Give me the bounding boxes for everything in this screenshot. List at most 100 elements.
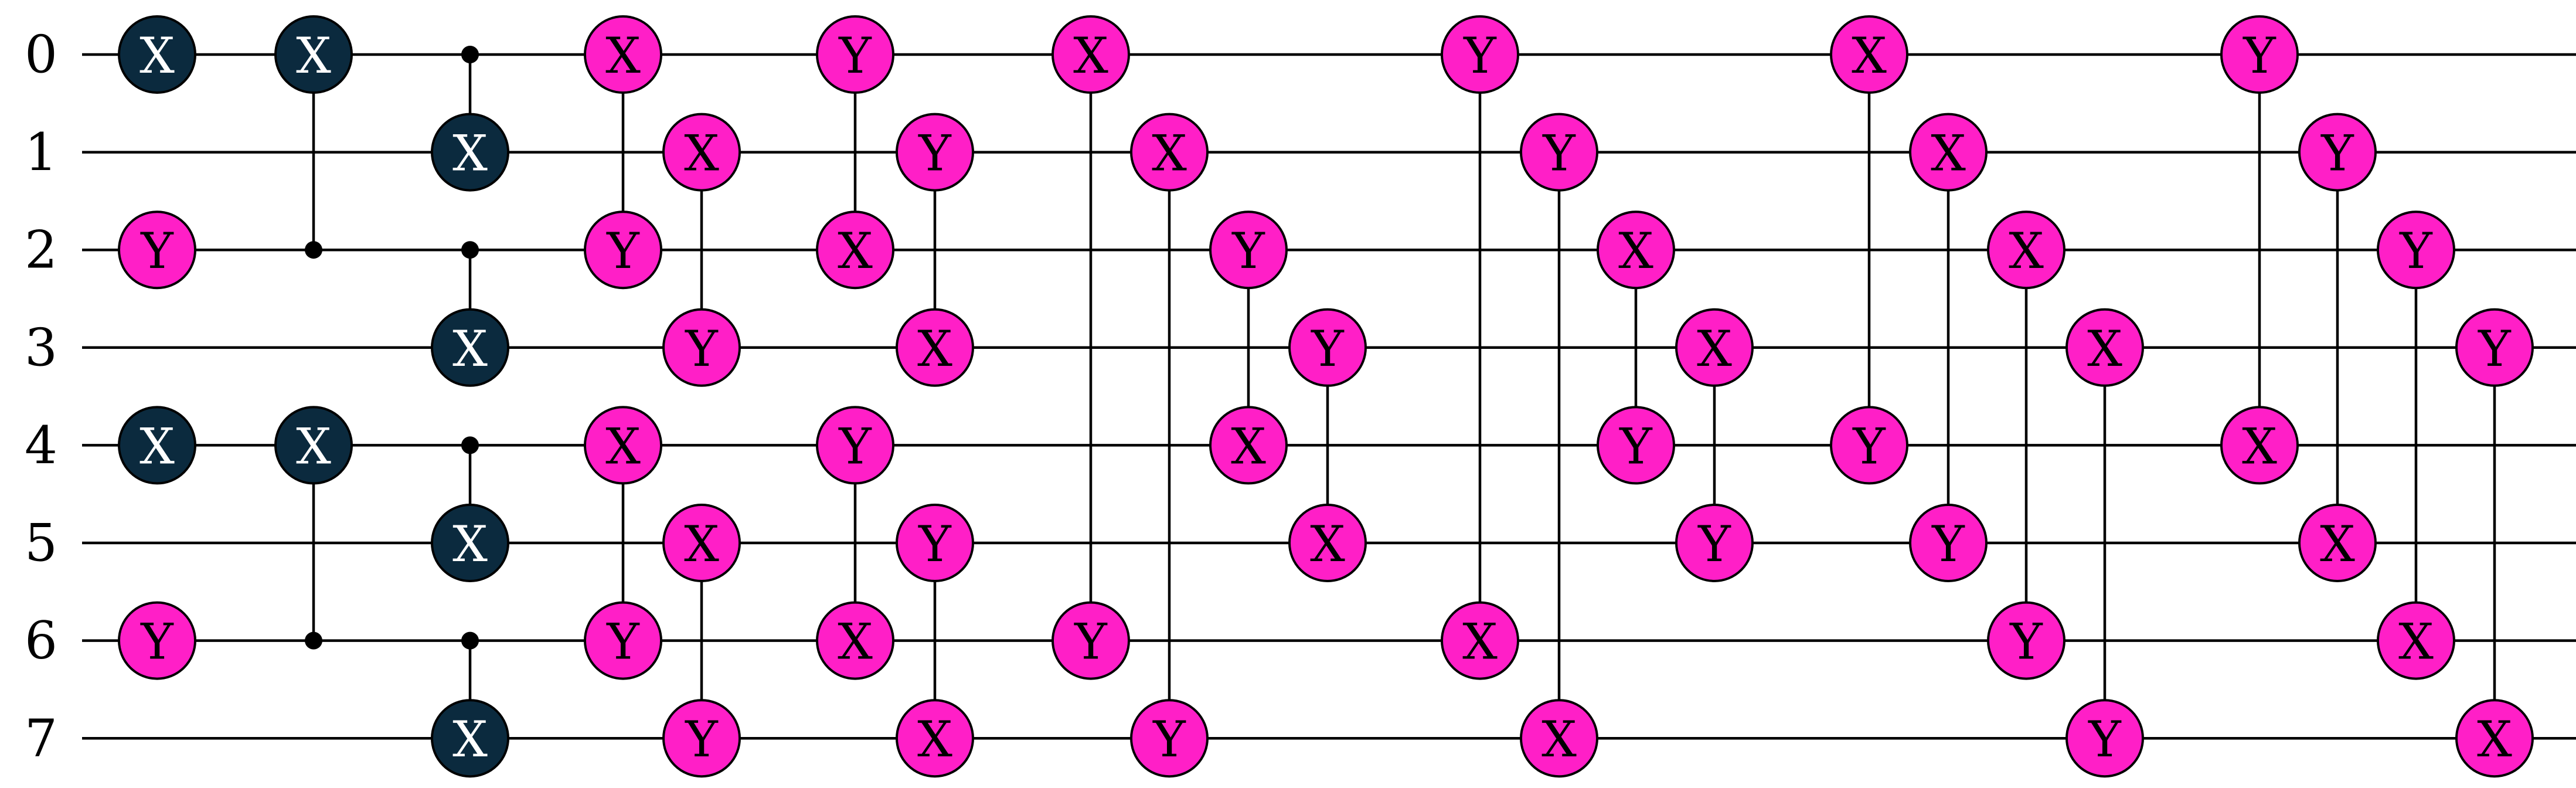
gate-circle [274, 406, 353, 485]
gate-circle [1441, 15, 1519, 94]
gate-circle [1520, 113, 1598, 192]
control-dot [461, 241, 479, 259]
gate-y: Y [816, 406, 894, 485]
gate-circle [816, 406, 894, 485]
gate-circle [431, 699, 509, 778]
gate-label: X [917, 711, 952, 768]
gate-circle [896, 699, 974, 778]
gate-label: Y [1852, 417, 1886, 475]
gate-y: Y [1909, 504, 1988, 582]
gate-y: Y [2065, 699, 2144, 778]
gate-label: Y [1074, 613, 1108, 671]
gate-circle [2298, 113, 2377, 192]
gate-label: X [2398, 613, 2434, 671]
gate-label: X [296, 27, 331, 84]
gate-x: X [816, 601, 894, 680]
qubit-labels: 0 1 2 3 4 5 6 7 [25, 25, 57, 769]
gate-label: Y [2088, 711, 2122, 768]
gate-label: X [139, 27, 175, 84]
gate-label: X [452, 125, 488, 182]
gate-label: X [1152, 125, 1187, 182]
gate-circle [896, 504, 974, 582]
gate-label: Y [2320, 125, 2354, 182]
gate-circle [1597, 406, 1675, 485]
gate-y: Y [662, 699, 741, 778]
gate-y: Y [2298, 113, 2377, 192]
gate-label: Y [1697, 515, 1731, 573]
qubit-label-7: 7 [25, 708, 57, 769]
gate-y: Y [662, 308, 741, 387]
gate-circle [1830, 15, 1908, 94]
gate-label: X [2477, 711, 2512, 768]
gate-label: X [1697, 320, 1732, 378]
gate-circle [1675, 308, 1754, 387]
gate-label: Y [918, 515, 952, 573]
gate-label: X [2009, 222, 2044, 280]
gate-circle [1909, 113, 1988, 192]
gate-x: X [1675, 308, 1754, 387]
gate-x: X [1909, 113, 1988, 192]
gate-label: Y [1311, 320, 1345, 378]
gate-circle [1441, 601, 1519, 680]
gate-label: X [452, 320, 488, 378]
gate-circle [118, 601, 196, 680]
gate-label: Y [918, 125, 952, 182]
gate-circle [1597, 210, 1675, 290]
gate-y: Y [1052, 601, 1130, 680]
gate-x: X [1441, 601, 1519, 680]
gate-y: Y [1288, 308, 1367, 387]
gate-y: Y [1987, 601, 2065, 680]
gate-label: X [1073, 27, 1108, 84]
gate-circle [431, 113, 509, 192]
gate-circle [2455, 699, 2534, 778]
gate-circle [118, 15, 196, 94]
gate-circle [1987, 601, 2065, 680]
gate-circle [274, 15, 353, 94]
gate-circle [662, 699, 741, 778]
gate-y: Y [118, 601, 196, 680]
gate-label: Y [1152, 711, 1186, 768]
gate-circle [816, 15, 894, 94]
gate-label: X [684, 125, 719, 182]
gate-circle [896, 308, 974, 387]
gate-label: Y [2242, 27, 2276, 84]
gate-circle [1675, 504, 1754, 582]
gate-circle [2298, 504, 2377, 582]
gate-y: Y [584, 601, 662, 680]
gate-label: X [139, 417, 175, 475]
gate-x: X [816, 210, 894, 290]
gate-x: X [662, 504, 741, 582]
gate-x: X [1830, 15, 1908, 94]
gate-label: Y [685, 711, 719, 768]
gate-label: X [838, 222, 873, 280]
gate-x: X [274, 406, 353, 485]
gate-label: X [605, 27, 641, 84]
gate-y: Y [896, 504, 974, 582]
gate-circle [1909, 504, 1988, 582]
qubit-label-3: 3 [25, 317, 57, 378]
gate-circle [1052, 601, 1130, 680]
gate-circle [1288, 308, 1367, 387]
gate-label: Y [606, 222, 640, 280]
gate-label: Y [1619, 417, 1653, 475]
gate-label: Y [838, 27, 872, 84]
gate-circle [1830, 406, 1908, 485]
gate-x: X [896, 308, 974, 387]
gate-circle [816, 210, 894, 290]
gate-label: X [684, 515, 719, 573]
gate-y: Y [118, 210, 196, 290]
gate-label: X [1618, 222, 1653, 280]
gate-label: Y [2478, 320, 2512, 378]
gate-circle [1209, 210, 1288, 290]
gate-y: Y [2220, 15, 2299, 94]
gate-label: X [2242, 417, 2277, 475]
gate-label: Y [606, 613, 640, 671]
gate-label: X [1310, 515, 1345, 573]
gate-label: Y [2399, 222, 2433, 280]
gate-label: Y [685, 320, 719, 378]
gate-y: Y [1441, 15, 1519, 94]
gate-x: X [1288, 504, 1367, 582]
qubit-label-6: 6 [25, 610, 57, 671]
gate-circle [431, 504, 509, 582]
gate-x: X [662, 113, 741, 192]
